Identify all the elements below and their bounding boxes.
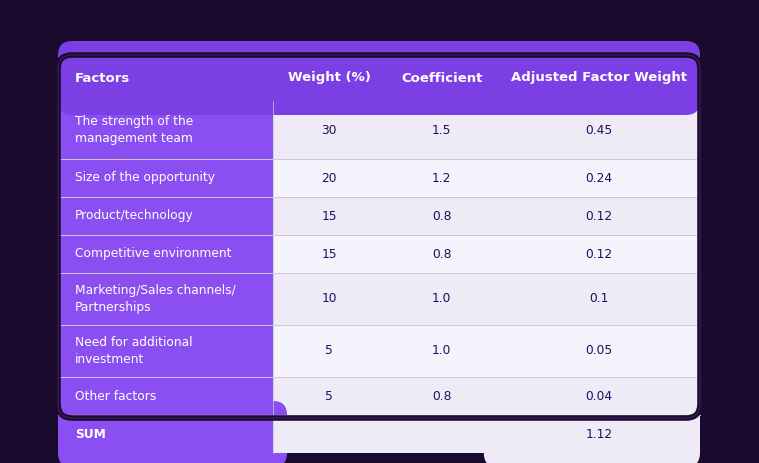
- Text: Weight (%): Weight (%): [288, 71, 370, 85]
- Bar: [386, 235, 498, 273]
- FancyBboxPatch shape: [58, 55, 700, 418]
- Text: Adjusted Factor Weight: Adjusted Factor Weight: [511, 71, 687, 85]
- Bar: [273, 197, 386, 235]
- Bar: [386, 377, 498, 415]
- Bar: [58, 415, 273, 434]
- Bar: [498, 101, 700, 159]
- Text: 0.24: 0.24: [585, 171, 613, 184]
- Bar: [386, 415, 498, 453]
- Bar: [498, 273, 700, 325]
- Text: 1.5: 1.5: [432, 124, 452, 137]
- Bar: [273, 415, 386, 453]
- Text: 0.04: 0.04: [585, 389, 613, 402]
- Text: Other factors: Other factors: [75, 389, 156, 402]
- Bar: [273, 377, 386, 415]
- Bar: [498, 235, 700, 273]
- Text: Competitive environment: Competitive environment: [75, 248, 231, 261]
- Text: 1.0: 1.0: [432, 344, 452, 357]
- Text: 0.45: 0.45: [585, 124, 613, 137]
- Bar: [58, 78, 700, 101]
- Bar: [58, 101, 273, 159]
- Text: 0.1: 0.1: [589, 293, 609, 306]
- Text: 1.12: 1.12: [585, 427, 613, 440]
- FancyBboxPatch shape: [58, 401, 287, 463]
- Bar: [498, 415, 700, 434]
- Text: 0.05: 0.05: [585, 344, 613, 357]
- Text: Need for additional
investment: Need for additional investment: [75, 336, 193, 366]
- Text: 0.12: 0.12: [585, 209, 613, 223]
- Text: 0.8: 0.8: [432, 248, 452, 261]
- Text: Coefficient: Coefficient: [401, 71, 482, 85]
- Bar: [386, 101, 498, 159]
- Bar: [273, 235, 386, 273]
- Bar: [58, 159, 273, 197]
- Bar: [58, 273, 273, 325]
- FancyBboxPatch shape: [483, 401, 700, 463]
- Text: 0.8: 0.8: [432, 209, 452, 223]
- Bar: [273, 325, 386, 377]
- Bar: [273, 159, 386, 197]
- Text: 0.12: 0.12: [585, 248, 613, 261]
- Bar: [498, 325, 700, 377]
- Bar: [58, 377, 273, 415]
- Text: 0.8: 0.8: [432, 389, 452, 402]
- Bar: [386, 273, 498, 325]
- Bar: [273, 273, 386, 325]
- Bar: [58, 235, 273, 273]
- Bar: [498, 377, 700, 415]
- Bar: [386, 325, 498, 377]
- FancyBboxPatch shape: [58, 41, 700, 115]
- Bar: [498, 159, 700, 197]
- Text: Factors: Factors: [75, 71, 131, 85]
- Text: Size of the opportunity: Size of the opportunity: [75, 171, 216, 184]
- Text: Product/technology: Product/technology: [75, 209, 194, 223]
- Bar: [58, 325, 273, 377]
- Text: SUM: SUM: [75, 427, 106, 440]
- Text: 1.0: 1.0: [432, 293, 452, 306]
- Text: 5: 5: [326, 389, 333, 402]
- Bar: [386, 159, 498, 197]
- Bar: [498, 197, 700, 235]
- Text: 15: 15: [321, 209, 337, 223]
- Bar: [273, 101, 386, 159]
- Text: The strength of the
management team: The strength of the management team: [75, 115, 194, 145]
- Bar: [58, 197, 273, 235]
- Text: 20: 20: [322, 171, 337, 184]
- Text: 1.2: 1.2: [432, 171, 452, 184]
- Bar: [386, 197, 498, 235]
- Text: 30: 30: [322, 124, 337, 137]
- Text: 5: 5: [326, 344, 333, 357]
- Text: 15: 15: [321, 248, 337, 261]
- Text: Marketing/Sales channels/
Partnerships: Marketing/Sales channels/ Partnerships: [75, 284, 236, 314]
- Text: 10: 10: [322, 293, 337, 306]
